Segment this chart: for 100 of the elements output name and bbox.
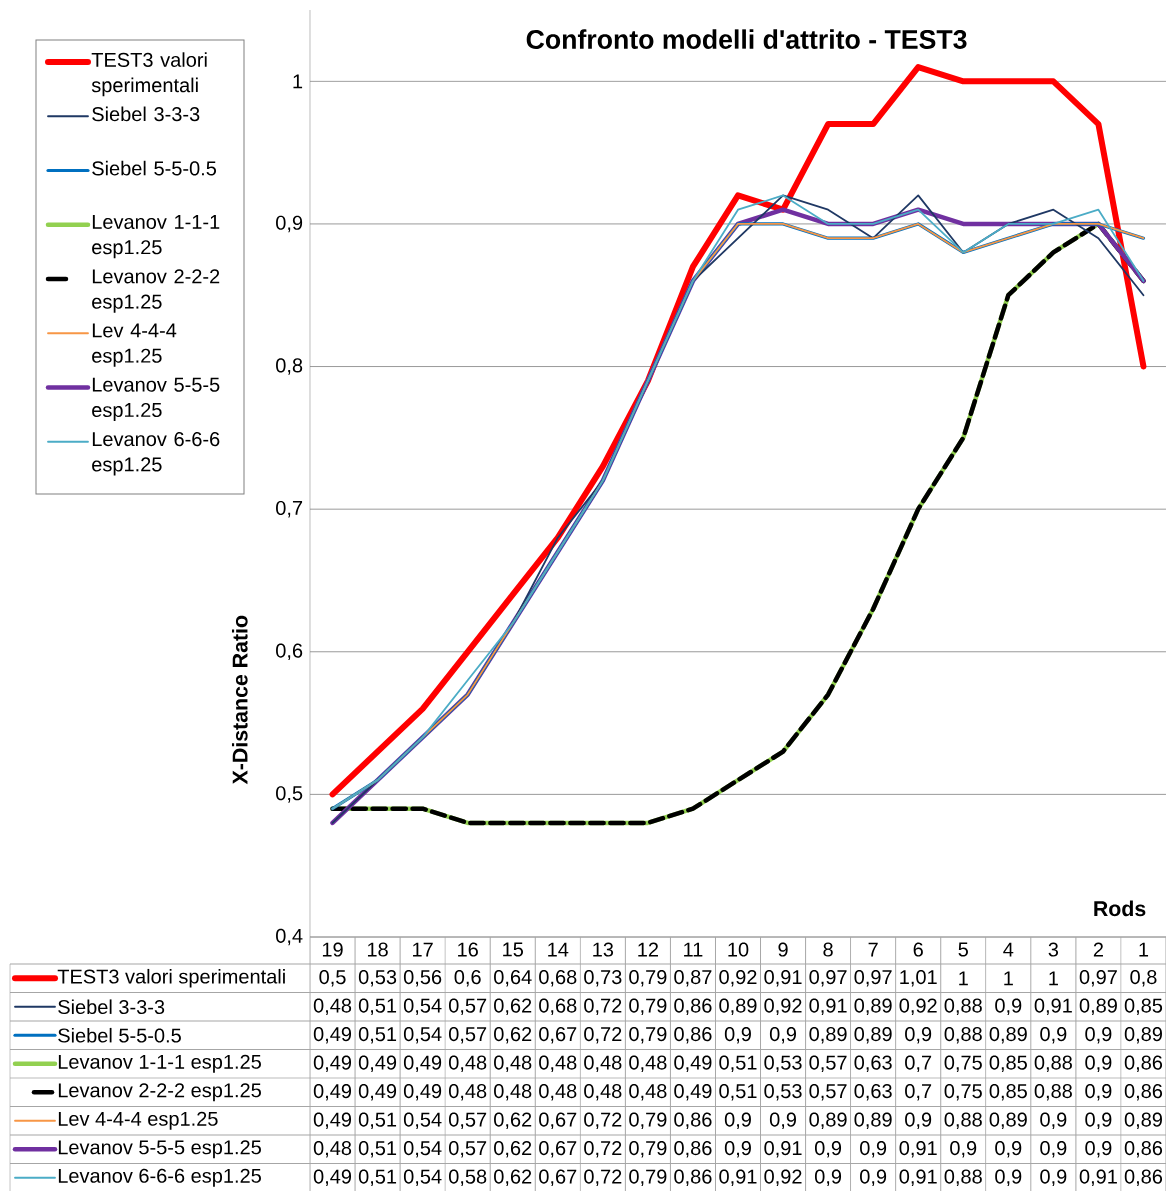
- data-label: 0,72: [584, 998, 622, 1016]
- data-label: 1: [959, 971, 968, 986]
- y-tick-label: 1: [293, 74, 303, 89]
- y-tick-label: 0,7: [276, 500, 303, 518]
- data-label: 0,79: [629, 969, 667, 987]
- data-label: 0,63: [854, 1055, 892, 1073]
- data-label: 0,88: [1034, 1055, 1072, 1073]
- data-label: 0,75: [944, 1083, 982, 1101]
- data-label: 0,9: [860, 1169, 887, 1187]
- data-label: 0,79: [629, 998, 667, 1016]
- data-label: 0,49: [674, 1083, 712, 1101]
- data-label: 0,54: [403, 1112, 442, 1130]
- data-label: 0,85: [1124, 998, 1163, 1016]
- data-label: 0,48: [494, 1083, 532, 1101]
- data-label: 0,9: [905, 1026, 932, 1044]
- x-tick-label: 10: [728, 942, 749, 957]
- data-label: 0,48: [539, 1055, 577, 1073]
- y-tick-label: 0,8: [276, 358, 303, 375]
- text: Lev 4-4-4 esp1.25: [58, 1111, 218, 1130]
- data-label: 0,51: [719, 1055, 757, 1073]
- data-label: 0,91: [764, 969, 802, 987]
- x-tick-label: 6: [913, 942, 923, 957]
- data-label: 0,62: [494, 1112, 532, 1130]
- x-tick-label: 4: [1003, 942, 1014, 957]
- data-label: 0,87: [674, 969, 712, 987]
- legend-label: Levanov 1-1-1 esp1.25: [92, 215, 220, 259]
- data-label: 0,85: [989, 1083, 1027, 1101]
- data-label: 0,88: [944, 1026, 982, 1044]
- data-label: 0,9: [1085, 1055, 1112, 1073]
- data-label: 0,49: [313, 1169, 352, 1187]
- y-tick-label: 0,4: [276, 928, 303, 946]
- data-label: 0,85: [989, 1055, 1027, 1073]
- data-label: 0,67: [539, 1026, 577, 1044]
- x-tick-label: 3: [1048, 942, 1059, 957]
- data-label: 0,72: [584, 1112, 622, 1130]
- data-label: 0,5: [319, 969, 346, 987]
- data-label: 0,48: [449, 1083, 487, 1101]
- data-label: 0,91: [719, 1169, 757, 1187]
- data-label: 0,89: [989, 1026, 1027, 1044]
- data-label: 0,86: [674, 1169, 712, 1187]
- data-label: 0,97: [854, 969, 892, 987]
- data-label: 0,89: [809, 1026, 847, 1044]
- data-label: 0,53: [358, 969, 397, 987]
- data-label: 0,9: [860, 1140, 887, 1158]
- data-label: 0,57: [449, 998, 487, 1016]
- data-label: 0,53: [764, 1083, 802, 1101]
- data-label: 0,91: [899, 1169, 937, 1187]
- data-label: 0,9: [1040, 1169, 1067, 1187]
- data-label: 0,9: [950, 1140, 977, 1158]
- x-tick-label: 14: [548, 942, 569, 957]
- data-label: 0,48: [313, 1140, 352, 1158]
- data-label: 0,57: [449, 1026, 487, 1044]
- text: TEST3 valori sperimentali: [57, 968, 285, 988]
- data-label: 0,86: [1124, 1055, 1163, 1073]
- data-label: 0,48: [494, 1055, 532, 1073]
- data-label: 0,9: [995, 1140, 1022, 1158]
- data-label: 0,97: [809, 969, 847, 987]
- data-label: 0,9: [995, 1169, 1022, 1187]
- data-label: 0,57: [809, 1055, 847, 1073]
- data-label: 0,9: [769, 1026, 796, 1044]
- data-label: 0,62: [494, 1026, 532, 1044]
- y-tick-label: 0,9: [276, 215, 303, 233]
- y-tick-label: 0,6: [276, 643, 303, 661]
- data-label: 0,67: [539, 1112, 577, 1130]
- data-label: 1: [1004, 971, 1013, 986]
- data-label: 0,6: [454, 969, 481, 987]
- data-label: 0,48: [539, 1083, 577, 1101]
- legend-label: Levanov 6-6-6 esp1.25: [92, 432, 220, 476]
- data-label: 0,54: [403, 1026, 442, 1044]
- data-label: 0,88: [944, 998, 982, 1016]
- data-label: 0,49: [313, 1055, 352, 1073]
- data-label: 0,88: [944, 1112, 982, 1130]
- x-tick-label: 17: [413, 942, 433, 957]
- data-label: 0,92: [719, 969, 757, 987]
- text: Siebel 3-3-3: [58, 999, 165, 1015]
- data-label: 0,48: [629, 1083, 667, 1101]
- data-label: 0,7: [905, 1083, 932, 1101]
- data-label: 0,48: [449, 1055, 487, 1073]
- data-label: 0,62: [494, 1140, 532, 1158]
- data-label: 0,9: [1085, 1083, 1112, 1101]
- data-label: 0,79: [629, 1112, 667, 1130]
- data-label: 0,54: [403, 1140, 442, 1158]
- data-label: 0,86: [674, 1140, 712, 1158]
- x-tick-label: 19: [322, 942, 343, 957]
- data-label: 0,58: [449, 1169, 487, 1187]
- data-label: 0,79: [629, 1169, 667, 1187]
- data-label: 0,9: [769, 1112, 796, 1130]
- data-label: 0,75: [944, 1055, 982, 1073]
- legend-label: Levanov 2-2-2 esp1.25: [92, 269, 220, 313]
- x-axis-title: Rods: [1094, 900, 1146, 917]
- data-label: 0,9: [995, 998, 1022, 1016]
- data-label: 0,9: [814, 1169, 842, 1187]
- x-tick-label: 9: [778, 942, 788, 957]
- x-tick-label: 1: [1139, 942, 1149, 957]
- legend-label: Lev 4-4-4 esp1.25: [92, 323, 177, 367]
- x-tick-label: 8: [823, 942, 833, 957]
- data-label: 0,67: [539, 1169, 577, 1187]
- text: Confronto modelli d'attrito - TEST3: [526, 29, 967, 49]
- text: Levanov 1-1-1 esp1.25: [58, 1054, 261, 1073]
- data-label: 0,9: [724, 1112, 751, 1130]
